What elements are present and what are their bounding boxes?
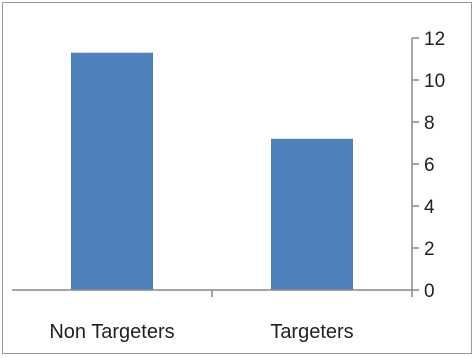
y-tick-label: 12: [424, 29, 445, 50]
y-tick-label: 10: [424, 71, 445, 92]
y-tick-label: 2: [424, 239, 435, 260]
y-ticks-layer: 0 2 4 6 8 10 12: [412, 29, 445, 302]
category-label: Non Targeters: [49, 321, 174, 343]
y-tick-label: 0: [424, 281, 435, 302]
category-labels-layer: Non Targeters Targeters: [49, 321, 353, 343]
y-tick-label: 6: [424, 155, 435, 176]
category-label: Targeters: [270, 321, 353, 343]
y-tick-label: 4: [424, 197, 435, 218]
y-tick-label: 8: [424, 113, 435, 134]
bar-non-targeters: [71, 52, 153, 291]
bars-layer: [71, 52, 353, 291]
x-ticks-layer: [211, 290, 413, 297]
bar-targeters: [271, 138, 353, 290]
